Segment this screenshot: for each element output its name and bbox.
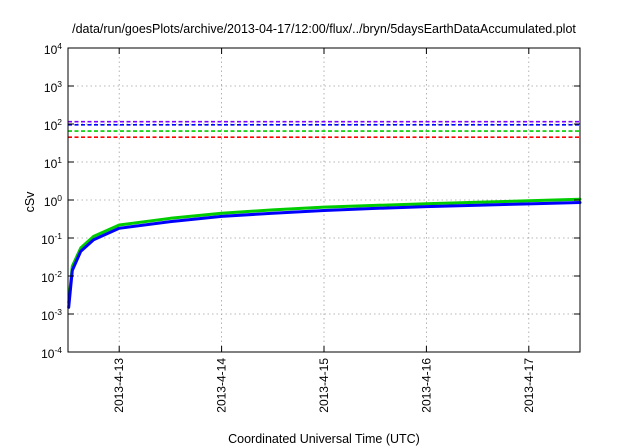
y-tick-label: 10-1: [41, 231, 62, 247]
plot-border: [67, 47, 581, 353]
x-axis-label: Coordinated Universal Time (UTC): [228, 432, 420, 446]
y-tick-label: 10-4: [41, 345, 62, 361]
plot-frame: [67, 47, 581, 353]
x-tick-label: 2013-4-13: [112, 358, 126, 413]
chart-title: /data/run/goesPlots/archive/2013-04-17/1…: [72, 22, 576, 36]
x-tick-label: 2013-4-14: [215, 358, 229, 413]
series-group: [67, 120, 582, 309]
y-tick-label: 10-3: [41, 307, 62, 323]
x-tick-label: 2013-4-17: [522, 358, 536, 413]
x-tick-label: 2013-4-16: [419, 358, 433, 413]
y-tick-labels: 104 103 102 101 100 10-1 10-2 10-3 10-4: [41, 41, 62, 361]
y-axis-label: cSv: [23, 191, 37, 213]
x-tick-label: 2013-4-15: [317, 358, 331, 413]
series-line: [67, 201, 582, 309]
x-tick-labels: 2013-4-13 2013-4-14 2013-4-15 2013-4-16 2013…: [112, 358, 536, 413]
y-tick-label: 101: [44, 155, 62, 171]
y-tick-label: 104: [44, 41, 62, 57]
y-tick-label: 103: [44, 79, 62, 95]
series-line: [67, 197, 582, 305]
grid-lines: [68, 48, 580, 352]
y-tick-label: 102: [44, 117, 62, 133]
y-tick-label: 100: [44, 193, 62, 209]
y-tick-label: 10-2: [41, 269, 62, 285]
